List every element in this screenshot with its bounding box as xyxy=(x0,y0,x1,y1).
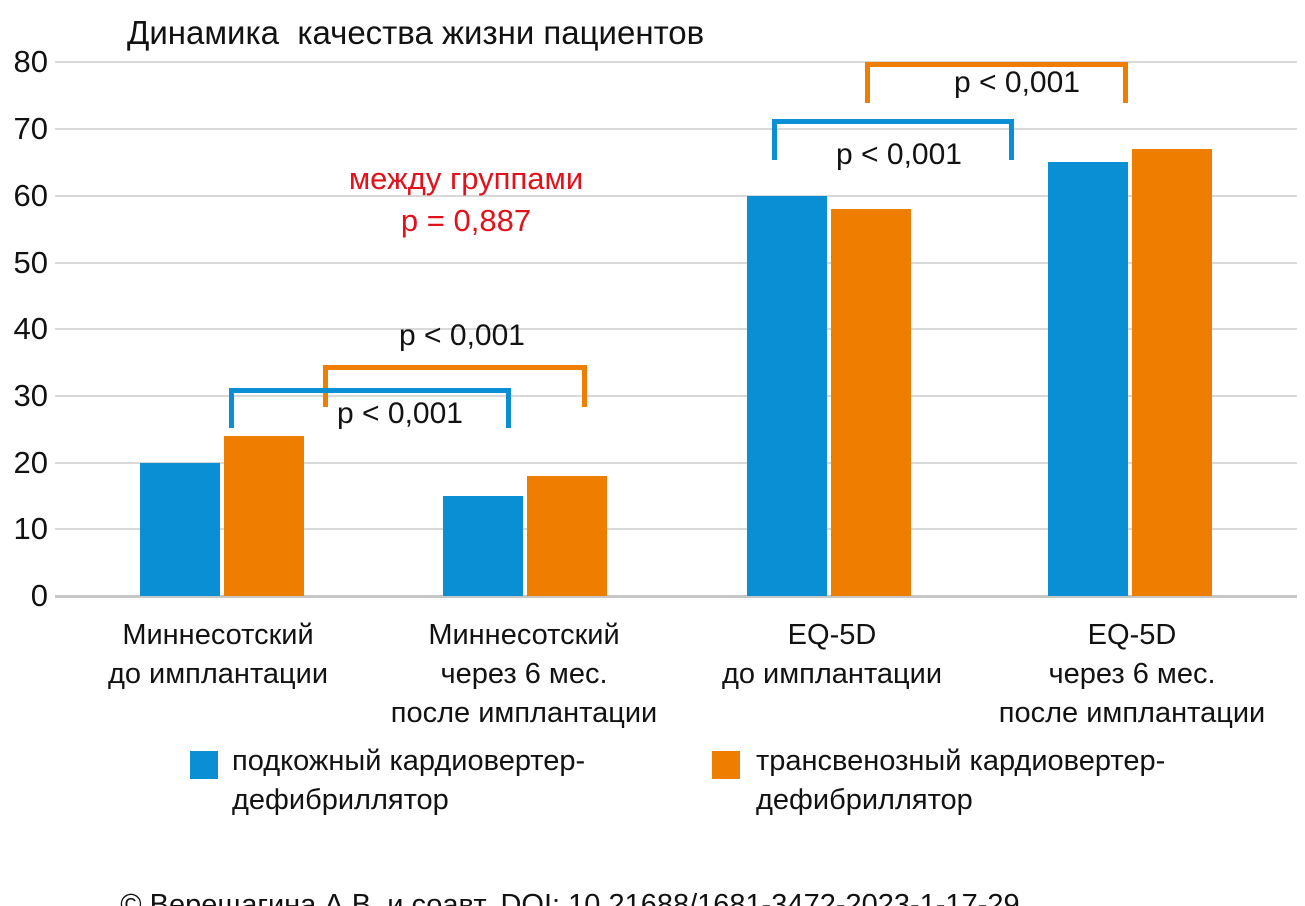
x-category-label-line: до имплантации xyxy=(721,658,943,690)
gridline-60 xyxy=(55,194,1297,197)
bar-minnesota-pre-tvicd xyxy=(224,435,304,596)
bar-eq5d-6mo-tvicd xyxy=(1132,149,1212,596)
doi-link[interactable]: DOI: 10.21688/1681-3472-2023-1-17-29 xyxy=(500,889,1020,906)
bracket-eq5d-sicd-p-value: p < 0,001 xyxy=(836,138,962,171)
legend-label-subcutaneous: подкожный кардиовертер- дефибриллятор xyxy=(232,742,585,820)
gridline-40 xyxy=(55,328,1297,331)
bar-eq5d-6mo-sicd xyxy=(1048,162,1128,596)
bracket-minnesota-sicd xyxy=(229,388,511,428)
bar-minnesota-pre-sicd xyxy=(140,462,220,596)
x-category-label-line: после имплантации xyxy=(998,697,1266,729)
x-category-label-eq5d-pre: EQ-5D до имплантации xyxy=(662,616,1002,694)
y-tick-label-80: 80 xyxy=(13,44,48,80)
bracket-minnesota-tvicd xyxy=(323,365,587,407)
annotation-p-value: p = 0,887 xyxy=(400,203,532,238)
x-category-label-eq5d-6mo: EQ-5D через 6 мес. после имплантации xyxy=(962,616,1302,733)
y-tick-label-70: 70 xyxy=(13,111,48,147)
x-category-label-minnesota-pre: Миннесотский до имплантации xyxy=(48,616,388,694)
annotation-line1: между группами xyxy=(348,161,584,196)
bracket-minnesota-sicd-p-value: p < 0,001 xyxy=(337,397,463,430)
y-tick-label-0: 0 xyxy=(30,578,48,613)
gridline-50 xyxy=(55,261,1297,264)
gridline-20 xyxy=(55,461,1297,464)
legend-swatch-subcutaneous xyxy=(190,751,218,779)
x-category-label-line: Миннесотский xyxy=(122,619,314,651)
y-tick-label-10: 10 xyxy=(13,511,48,547)
legend-label-subcutaneous-line2: дефибриллятор xyxy=(232,784,449,816)
x-category-label-line: через 6 мес. xyxy=(1048,658,1216,690)
x-category-label-line: через 6 мес. xyxy=(440,658,608,690)
chart-title: Динамика качества жизни пациентов xyxy=(127,14,705,51)
legend-swatch-transvenous xyxy=(712,751,740,779)
legend-label-transvenous-line1: трансвенозный кардиовертер- xyxy=(756,745,1166,777)
y-tick-label-60: 60 xyxy=(13,177,48,213)
y-tick-label-30: 30 xyxy=(13,377,48,413)
bar-minnesota-6mo-tvicd xyxy=(527,475,607,596)
bar-eq5d-pre-sicd xyxy=(747,195,827,596)
bracket-eq5d-tvicd-p-value: p < 0,001 xyxy=(954,66,1080,99)
gridline-80 xyxy=(55,61,1297,64)
y-tick-label-20: 20 xyxy=(13,444,48,480)
copyright-text: © Верещагина А.В. и соавт. xyxy=(120,889,492,906)
x-category-label-line: после имплантации xyxy=(390,697,658,729)
x-category-label-line: Миннесотский xyxy=(428,619,620,651)
bar-minnesota-6mo-sicd xyxy=(443,495,523,596)
gridline-10 xyxy=(55,528,1297,531)
bracket-eq5d-tvicd xyxy=(865,62,1128,103)
bracket-minnesota-tvicd-p-value: p < 0,001 xyxy=(399,319,525,352)
gridline-70 xyxy=(55,128,1297,131)
legend-label-transvenous: трансвенозный кардиовертер- дефибриллято… xyxy=(756,742,1165,820)
between-groups-annotation: между группами p = 0,887 xyxy=(216,158,716,242)
gridline-30 xyxy=(55,394,1297,397)
x-category-label-minnesota-6mo: Миннесотский через 6 мес. после имплантаци… xyxy=(354,616,694,733)
x-axis-line xyxy=(55,595,1297,598)
x-category-label-line: EQ-5D xyxy=(1087,619,1177,651)
bar-eq5d-pre-tvicd xyxy=(831,209,911,596)
bracket-eq5d-sicd xyxy=(772,119,1014,160)
x-category-label-line: до имплантации xyxy=(107,658,329,690)
attribution: © Верещагина А.В. и соавт. DOI: 10.21688/… xyxy=(88,856,1020,906)
legend-label-subcutaneous-line1: подкожный кардиовертер- xyxy=(232,745,586,777)
legend-label-transvenous-line2: дефибриллятор xyxy=(756,784,973,816)
y-tick-label-50: 50 xyxy=(13,244,48,280)
y-tick-label-40: 40 xyxy=(13,311,48,347)
x-category-label-line: EQ-5D xyxy=(787,619,877,651)
